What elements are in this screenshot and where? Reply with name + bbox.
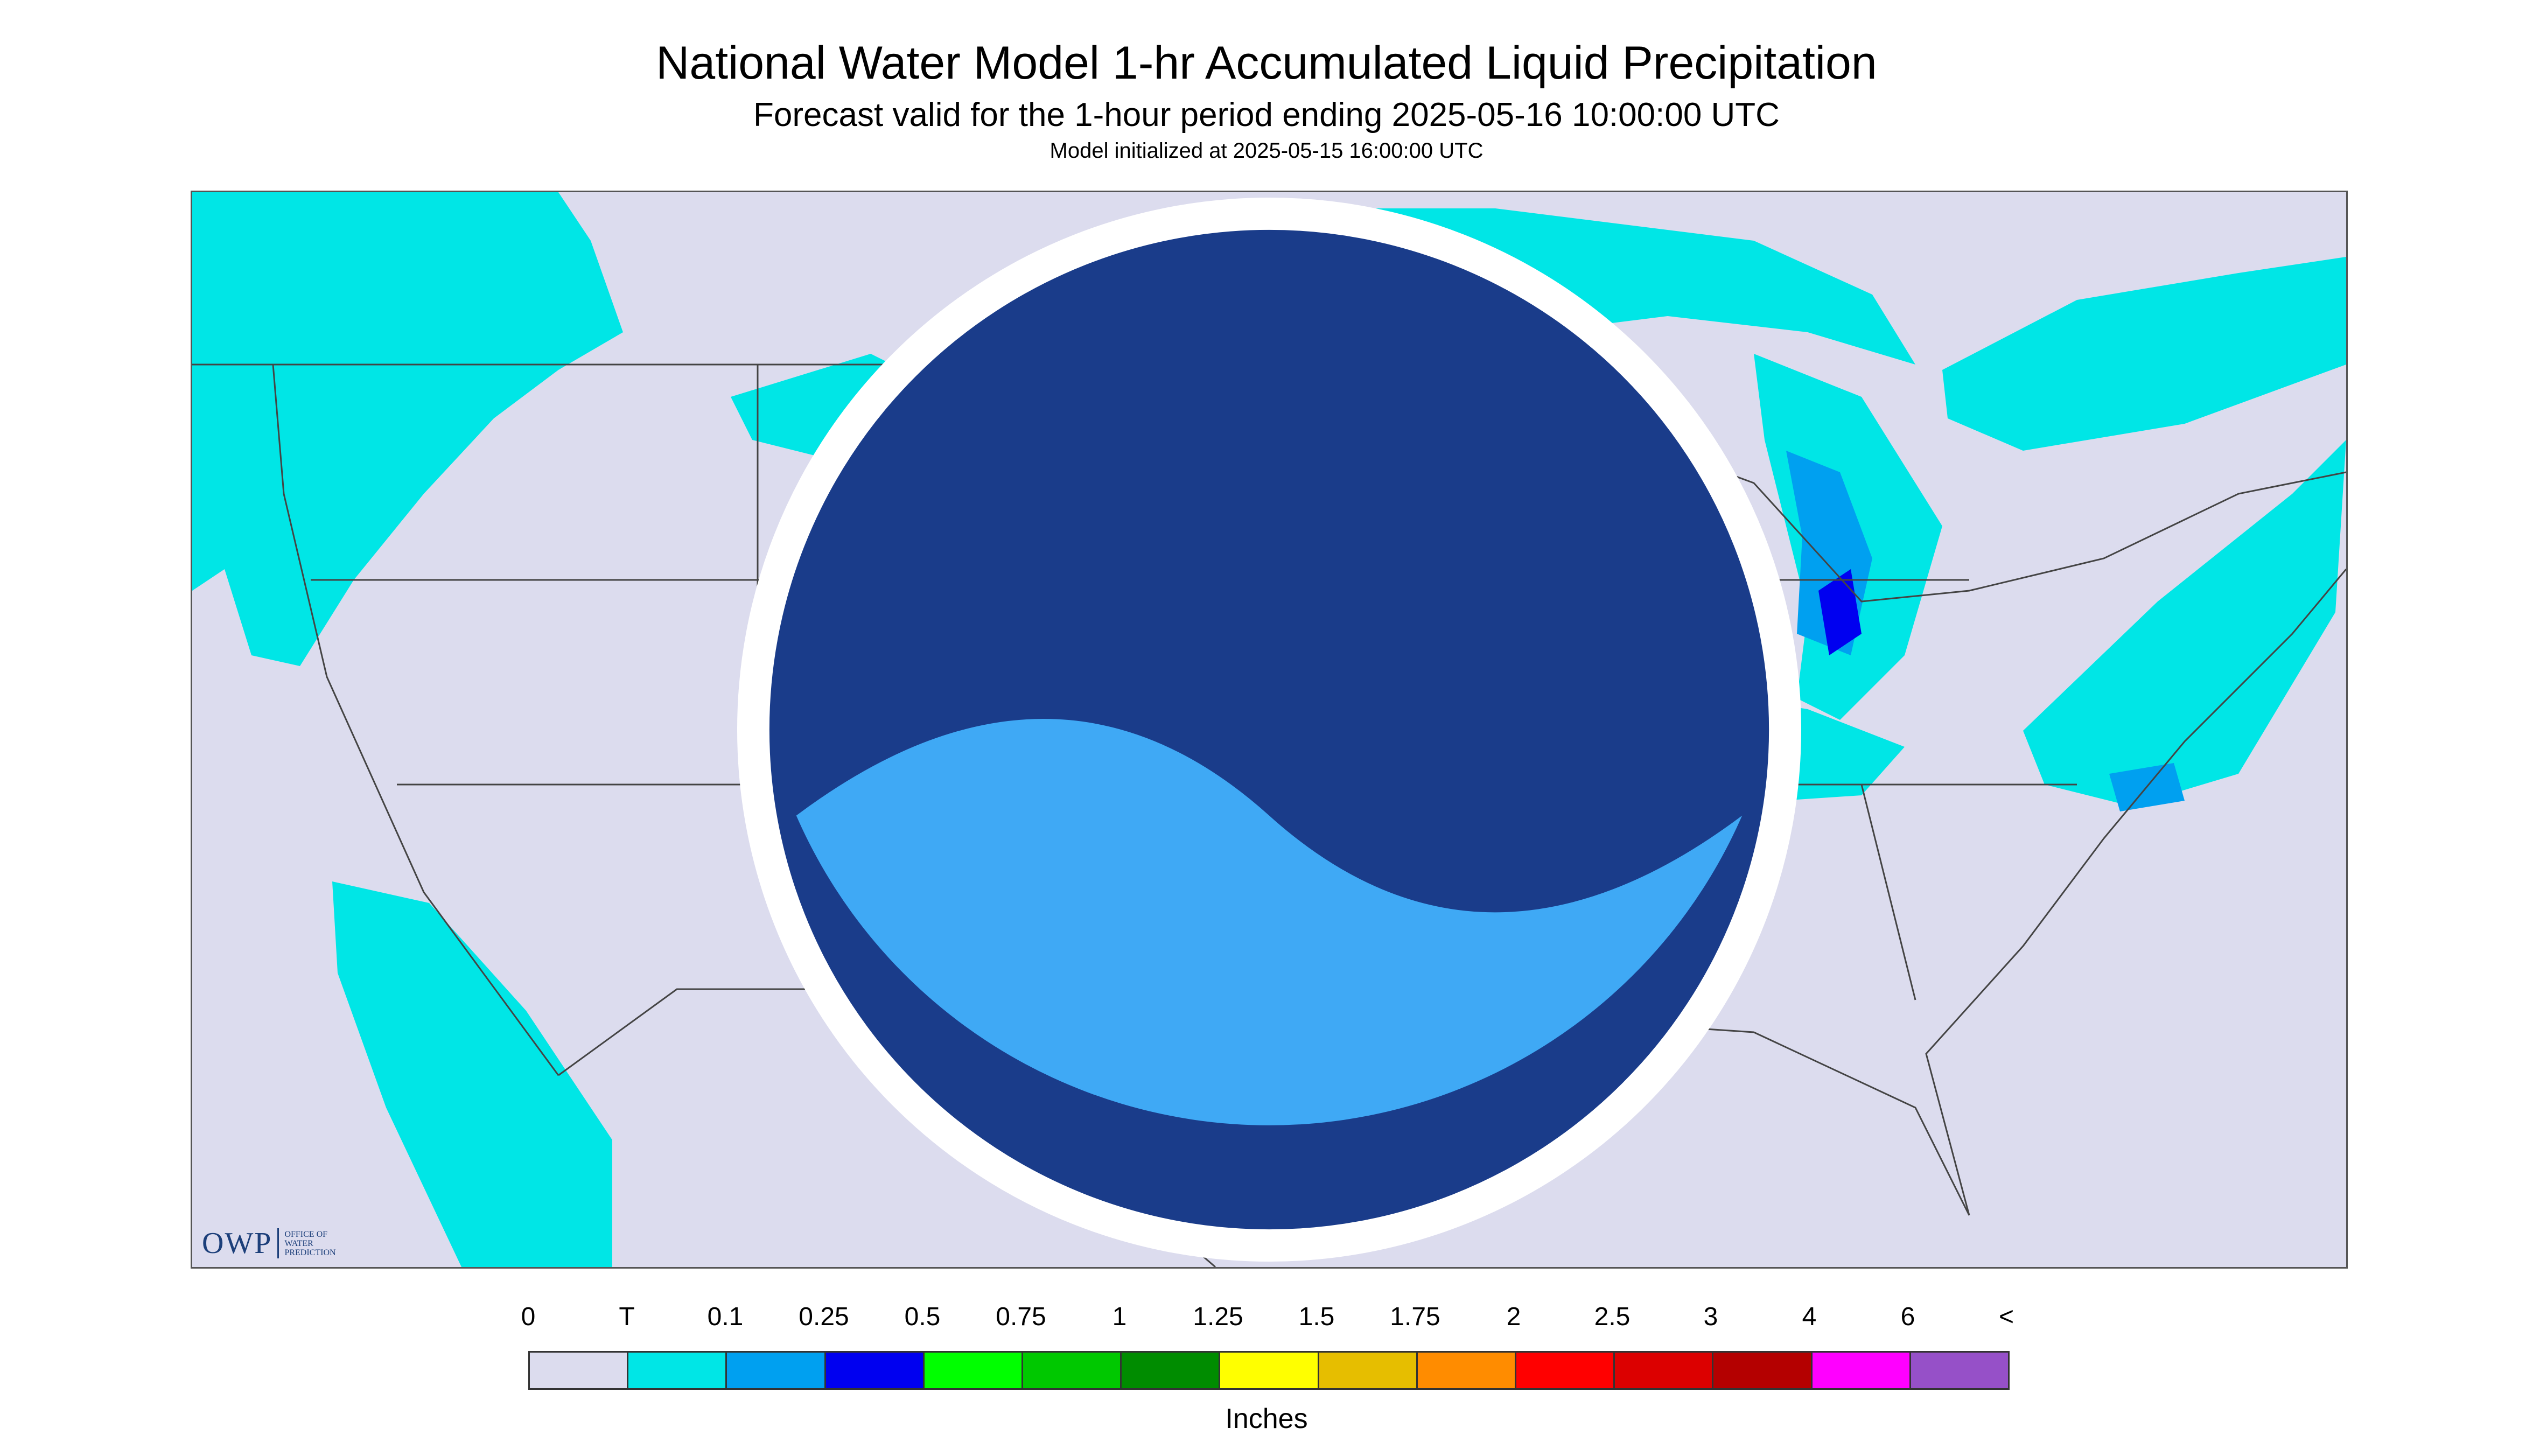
legend-tick-label: 0.1 [707, 1303, 744, 1331]
legend-tick-label: < [1998, 1303, 2014, 1331]
atlantic-coast-line [1925, 569, 2346, 1216]
legend-tick-label: 1 [1112, 1303, 1127, 1331]
legend-swatch [1516, 1353, 1615, 1388]
legend-swatch [1319, 1353, 1418, 1388]
us-west-coast [272, 364, 559, 1076]
legend-swatch [727, 1353, 826, 1388]
legend-tick-label: 0.25 [799, 1303, 849, 1331]
precip-northwest [192, 192, 623, 666]
legend-tick-label: 1.5 [1298, 1303, 1335, 1331]
legend-swatch [530, 1353, 629, 1388]
legend-tick-label: 0 [521, 1303, 536, 1331]
legend-tick-label: 1.25 [1193, 1303, 1243, 1331]
legend-tick-label: 2 [1506, 1303, 1521, 1331]
legend-tick-label: 4 [1802, 1303, 1817, 1331]
legend-units: Inches [1225, 1403, 1308, 1434]
owp-logo: OWP OFFICE OF WATER PREDICTION [202, 1226, 354, 1261]
owp-separator [277, 1228, 279, 1258]
init-time-line: Model initialized at 2025-05-15 16:00:00… [1049, 139, 1484, 163]
legend-swatch [1911, 1353, 2009, 1388]
legend-swatch [1615, 1353, 1714, 1388]
legend-swatch [1122, 1353, 1221, 1388]
legend-tick-label: T [619, 1303, 635, 1331]
precip-southwest-offshore [332, 881, 612, 1267]
owp-text: OFFICE OF WATER PREDICTION [284, 1229, 336, 1257]
map-subtitle: Forecast valid for the 1-hour period end… [753, 96, 1780, 134]
legend-swatch [1220, 1353, 1319, 1388]
legend-swatch [924, 1353, 1024, 1388]
owp-mark: OWP [202, 1227, 272, 1260]
noaa-logo-icon [737, 197, 1802, 1262]
map-title: National Water Model 1-hr Accumulated Li… [656, 37, 1877, 89]
legend-tick-label: 1.75 [1390, 1303, 1440, 1331]
legend-swatch [825, 1353, 925, 1388]
legend-colorbar [528, 1351, 2010, 1390]
precip-canada-east [1942, 257, 2346, 451]
precip-northeast-coast [2023, 440, 2346, 806]
legend-tick-label: 3 [1703, 1303, 1718, 1331]
legend-swatch [628, 1353, 727, 1388]
legend-tick-label: 6 [1900, 1303, 1915, 1331]
legend-tick-label: 0.75 [996, 1303, 1046, 1331]
legend-tick-label: 0.5 [904, 1303, 941, 1331]
legend-tick-labels: 0 T 0.1 0.25 0.5 0.75 1 1.25 1.5 1.75 2 2.5 3 4 6 < [521, 1302, 2014, 1334]
precipitation-map: OWP OFFICE OF WATER PREDICTION [191, 191, 2348, 1269]
legend-swatch [1713, 1353, 1813, 1388]
legend-swatch [1023, 1353, 1122, 1388]
legend-swatch [1812, 1353, 1911, 1388]
legend-swatch [1417, 1353, 1517, 1388]
legend-tick-label: 2.5 [1594, 1303, 1631, 1331]
